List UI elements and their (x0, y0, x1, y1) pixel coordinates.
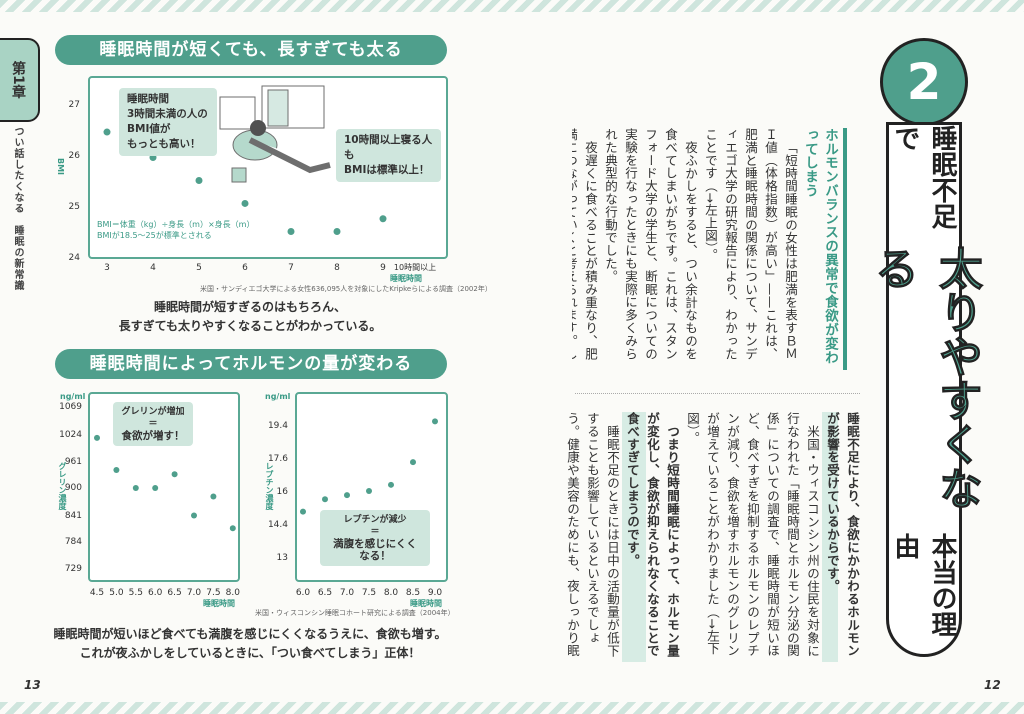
y-tick-label: 17.6 (268, 454, 288, 464)
data-point (195, 177, 203, 184)
ghrelin-callout: グレリンが増加＝食欲が増す！ (113, 402, 193, 446)
x-tick-label: 6 (242, 263, 248, 273)
x-tick-label: 6.0 (296, 588, 311, 598)
x-tick-label: 10時間以上 (394, 263, 436, 272)
divider (575, 393, 860, 394)
data-point (432, 418, 438, 425)
chart1-callout-left: 睡眠時間 3時間未満の人の BMI値が もっとも高い！ (119, 88, 217, 156)
x-tick-label: 4 (150, 263, 156, 273)
leptin-ylabel: レプチン濃度 (265, 462, 274, 510)
y-tick-label: 841 (65, 511, 82, 521)
data-point (344, 492, 350, 499)
y-tick-label: 900 (65, 483, 82, 493)
ghrelin-ylabel: グレリン濃度 (58, 462, 67, 510)
article-title: 睡眠不足で 太りやすくなる 本当の理由 (867, 122, 983, 657)
data-point (410, 459, 416, 466)
x-tick-label: 7 (288, 263, 294, 273)
x-tick-label: 3 (104, 263, 110, 273)
data-point (94, 434, 100, 441)
chart1-plot: 24 25 26 27 3 4 5 6 7 8 9 10時間以上 (69, 85, 436, 273)
y-tick-label: 729 (65, 564, 82, 574)
page-number-left: 13 (24, 678, 41, 692)
x-tick-label: 9.0 (428, 588, 443, 598)
chart2-title: 睡眠時間によってホルモンの量が変わる (55, 349, 447, 379)
ghrelin-xlabel: 睡眠時間 (203, 599, 235, 608)
y-tick-label: 26 (69, 151, 81, 161)
data-point (152, 484, 159, 491)
chart2-caption: 睡眠時間が短いほど食べても満腹を感じにくくなるうえに、食欲も増す。 これが夜ふかし… (53, 627, 447, 660)
data-point (171, 471, 178, 478)
x-tick-label: 7.0 (340, 588, 355, 598)
leptin-unit: ng/ml (265, 392, 291, 401)
section-number: 2 (880, 38, 968, 126)
data-point (379, 215, 387, 223)
data-point (103, 128, 111, 136)
illustration (219, 85, 331, 183)
x-tick-label: 6.0 (148, 588, 163, 598)
x-tick-label: 6.5 (167, 588, 181, 598)
x-tick-label: 8.0 (384, 588, 399, 598)
data-point (132, 484, 139, 491)
x-tick-label: 5 (196, 263, 202, 273)
article-lower: 睡眠不足により、食欲にかかわるホルモンが影響を受けているからです。 米国・ウィス… (566, 412, 862, 662)
y-tick-label: 13 (277, 553, 288, 563)
y-tick-label: 16 (277, 487, 289, 497)
chart1-title: 睡眠時間が短くても、長すぎても太る (55, 35, 447, 65)
data-point (287, 228, 295, 235)
y-tick-label: 1069 (59, 402, 82, 412)
x-tick-label: 5.5 (129, 588, 143, 598)
x-tick-label: 8 (334, 263, 340, 273)
chart2-plot: 729 784 841 900 961 1024 1069 4.5 5.0 5.5 6.0 6.5 7.… (59, 402, 443, 598)
data-point (388, 481, 394, 488)
y-tick-label: 784 (65, 537, 82, 547)
y-tick-label: 961 (65, 457, 82, 467)
data-point (366, 488, 372, 494)
x-tick-label: 8.5 (406, 588, 420, 598)
x-tick-label: 8.0 (226, 588, 241, 598)
page-number-right: 12 (984, 678, 1001, 692)
chart1-callout-right: 10時間以上寝る人も BMIは標準以上！ (336, 129, 441, 182)
x-tick-label: 7.5 (206, 588, 220, 598)
y-tick-label: 14.4 (268, 520, 288, 530)
bmi-note: BMI＝体重（kg）÷身長（m）×身長（m） BMIが18.5～25が標準とされる (97, 220, 255, 240)
chart1-ylabel: BMI (56, 158, 65, 176)
leptin-xlabel: 睡眠時間 (410, 599, 442, 608)
x-tick-label: 5.0 (109, 588, 124, 598)
top-border (0, 0, 1024, 12)
chart1-caption: 睡眠時間が短すぎるのはもちろん、 長すぎても太りやすくなることがわかっている。 (118, 300, 382, 333)
x-tick-label: 9 (380, 263, 386, 273)
ghrelin-unit: ng/ml (60, 392, 86, 401)
series-title: つい話したくなる 睡眠の新常識 (12, 126, 23, 291)
y-tick-label: 19.4 (268, 421, 288, 431)
leptin-callout: レプチンが減少＝満腹を感じにくくなる！ (320, 510, 430, 566)
x-tick-label: 6.5 (318, 588, 332, 598)
x-tick-label: 7.5 (362, 588, 376, 598)
data-point (241, 199, 249, 207)
section-heading: ホルモンバランスの異常で食欲が変わってしまう (800, 128, 847, 370)
y-tick-label: 27 (69, 100, 80, 110)
y-tick-label: 24 (69, 253, 81, 263)
chart2-source: 米国・ウィスコンシン睡眠コホート研究による調査（2004年） (255, 609, 455, 617)
data-point (210, 493, 217, 500)
chart1-xlabel: 睡眠時間 (390, 274, 422, 283)
data-point (300, 508, 306, 515)
data-point (191, 512, 197, 519)
x-tick-label: 4.5 (90, 588, 104, 598)
bottom-border (0, 702, 1024, 714)
x-tick-label: 7.0 (187, 588, 202, 598)
article-upper: ホルモンバランスの異常で食欲が変わってしまう 「短時間睡眠の女性は肥満を表すＢＭ… (572, 128, 847, 370)
data-point (333, 228, 341, 235)
y-tick-label: 1024 (59, 430, 82, 440)
data-point (113, 466, 120, 473)
data-point (229, 525, 236, 532)
chapter-tab: 第1章 (0, 38, 40, 122)
data-point (322, 496, 328, 503)
y-tick-label: 25 (69, 202, 80, 212)
chart1-source: 米国・サンディエゴ大学による女性636,095人を対象にしたKripkeらによる… (200, 285, 492, 293)
